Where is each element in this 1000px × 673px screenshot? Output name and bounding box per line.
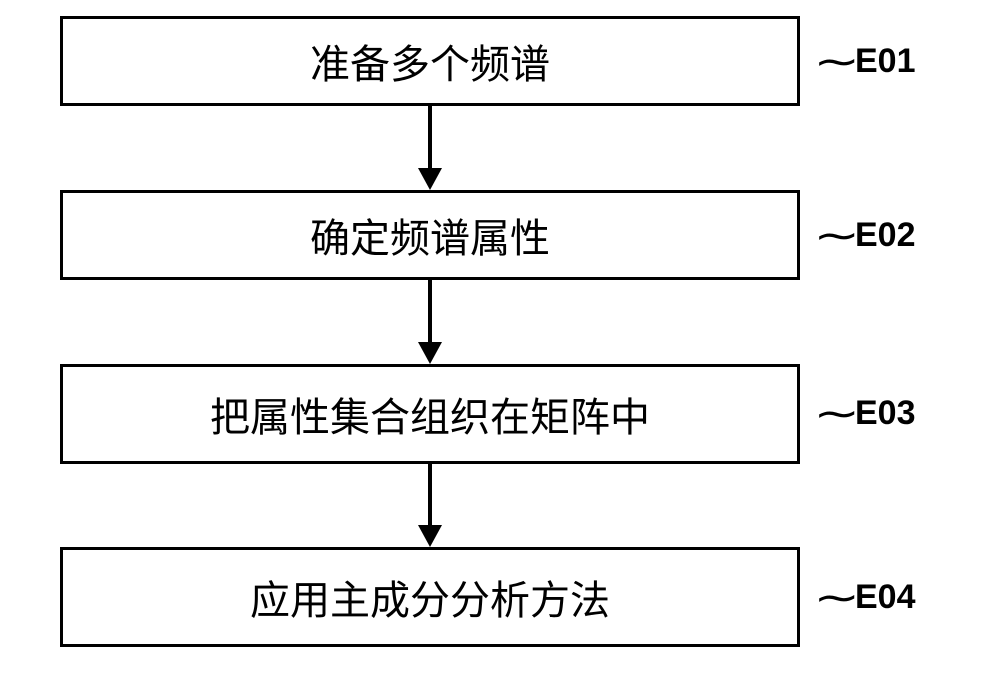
connector-tilde-e02: ∼ [813, 216, 860, 256]
arrow-line-1 [428, 106, 432, 168]
arrow-head-1 [418, 168, 442, 190]
arrow-head-2 [418, 342, 442, 364]
flow-node-e04-text: 应用主成分分析方法 [250, 568, 610, 626]
arrow-head-3 [418, 525, 442, 547]
connector-tilde-e04: ∼ [813, 578, 860, 618]
flow-node-e01: 准备多个频谱 [60, 16, 800, 106]
flow-node-e04: 应用主成分分析方法 [60, 547, 800, 647]
flow-node-e03: 把属性集合组织在矩阵中 [60, 364, 800, 464]
arrow-line-2 [428, 280, 432, 342]
flow-label-e04: E04 [855, 578, 916, 617]
flowchart-canvas: 准备多个频谱 ∼ E01 确定频谱属性 ∼ E02 把属性集合组织在矩阵中 ∼ … [0, 0, 1000, 673]
flow-node-e02-text: 确定频谱属性 [310, 206, 550, 264]
flow-label-e02: E02 [855, 216, 916, 255]
arrow-line-3 [428, 464, 432, 525]
flow-label-e01: E01 [855, 42, 916, 81]
flow-label-e03: E03 [855, 394, 916, 433]
flow-node-e01-text: 准备多个频谱 [310, 32, 550, 90]
flow-node-e02: 确定频谱属性 [60, 190, 800, 280]
flow-node-e03-text: 把属性集合组织在矩阵中 [210, 385, 650, 443]
connector-tilde-e01: ∼ [813, 42, 860, 82]
connector-tilde-e03: ∼ [813, 394, 860, 434]
